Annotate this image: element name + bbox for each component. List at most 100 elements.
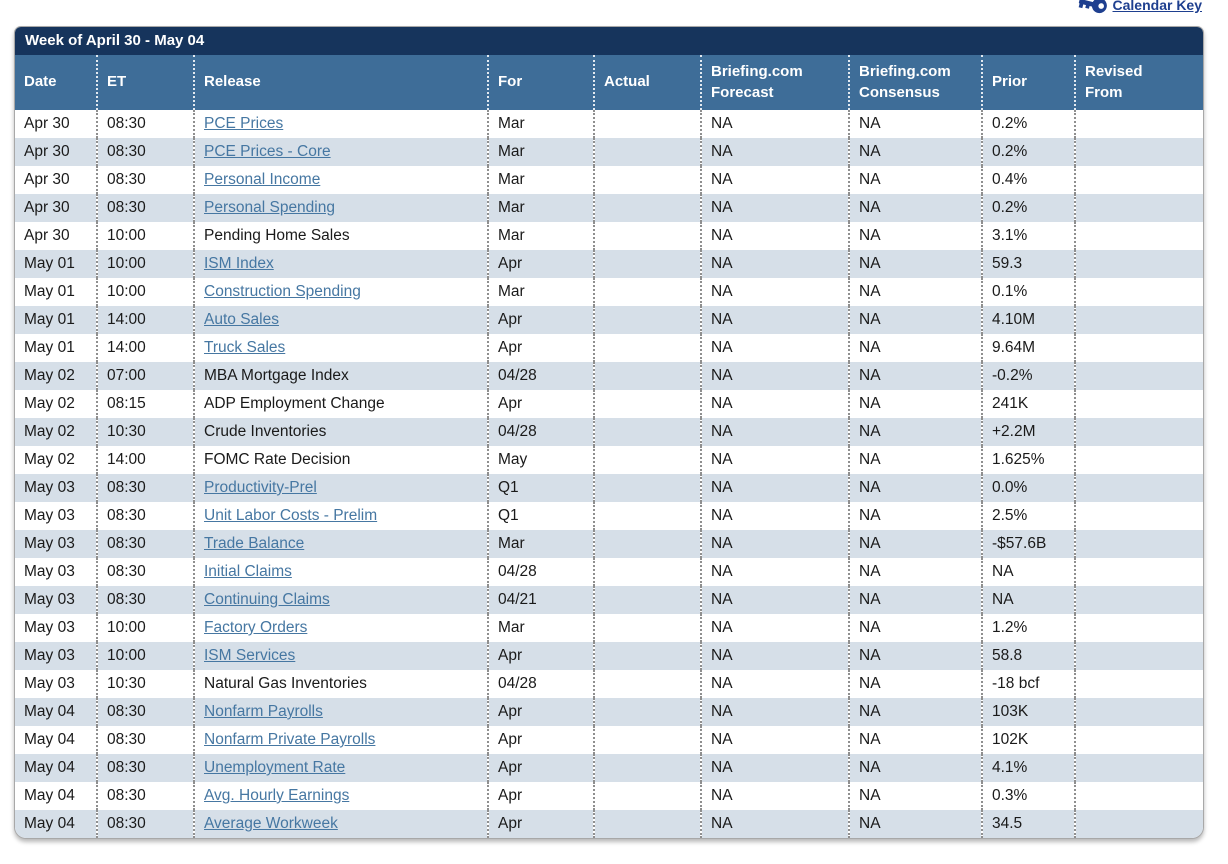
release-link[interactable]: Productivity-Prel (204, 479, 317, 496)
cell-revised (1074, 530, 1203, 558)
table-row: Apr 30 08:30 Personal Income Mar NA NA 0.4% (15, 166, 1203, 194)
cell-et: 08:30 (96, 810, 194, 838)
table-row: May 01 14:00 Truck Sales Apr NA NA 9.64M (15, 334, 1203, 362)
cell-actual (593, 726, 701, 754)
cell-release: Personal Spending (193, 194, 488, 222)
cell-et: 10:00 (96, 222, 194, 250)
cell-et: 08:15 (96, 390, 194, 418)
cell-date: May 03 (15, 474, 97, 502)
cell-actual (593, 138, 701, 166)
cell-for: Apr (487, 306, 594, 334)
cell-forecast: NA (700, 250, 849, 278)
cell-consensus: NA (848, 110, 982, 138)
release-link[interactable]: PCE Prices (204, 115, 284, 132)
cell-revised (1074, 446, 1203, 474)
cell-for: 04/28 (487, 670, 594, 698)
cell-consensus: NA (848, 446, 982, 474)
cell-consensus: NA (848, 642, 982, 670)
release-link[interactable]: Unemployment Rate (204, 759, 346, 776)
release-link[interactable]: ISM Index (204, 255, 274, 272)
cell-for: Q1 (487, 502, 594, 530)
release-link[interactable]: Construction Spending (204, 283, 361, 300)
table-row: Apr 30 08:30 PCE Prices - Core Mar NA NA 0.2% (15, 138, 1203, 166)
cell-consensus: NA (848, 530, 982, 558)
column-header-prior: Prior (981, 55, 1075, 110)
release-link[interactable]: Truck Sales (204, 339, 286, 356)
release-link[interactable]: Nonfarm Payrolls (204, 703, 323, 720)
table-row: Apr 30 08:30 PCE Prices Mar NA NA 0.2% (15, 110, 1203, 138)
cell-actual (593, 614, 701, 642)
release-link[interactable]: Nonfarm Private Payrolls (204, 731, 376, 748)
cell-forecast: NA (700, 474, 849, 502)
release-link[interactable]: Initial Claims (204, 563, 292, 580)
cell-for: Apr (487, 698, 594, 726)
table-row: May 03 10:00 Factory Orders Mar NA NA 1.2% (15, 614, 1203, 642)
cell-release: Natural Gas Inventories (193, 670, 488, 698)
cell-for: Apr (487, 726, 594, 754)
cell-et: 10:00 (96, 614, 194, 642)
release-link[interactable]: Continuing Claims (204, 591, 330, 608)
cell-release: Unemployment Rate (193, 754, 488, 782)
cell-consensus: NA (848, 362, 982, 390)
release-link[interactable]: Factory Orders (204, 619, 308, 636)
cell-for: Mar (487, 166, 594, 194)
cell-date: May 04 (15, 698, 97, 726)
cell-for: Apr (487, 334, 594, 362)
cell-forecast: NA (700, 502, 849, 530)
cell-actual (593, 250, 701, 278)
cell-prior: 0.2% (981, 110, 1075, 138)
release-link[interactable]: PCE Prices - Core (204, 143, 331, 160)
cell-revised (1074, 810, 1203, 838)
table-row: May 03 08:30 Unit Labor Costs - Prelim Q1 NA… (15, 502, 1203, 530)
cell-for: 04/28 (487, 362, 594, 390)
cell-consensus: NA (848, 334, 982, 362)
cell-actual (593, 642, 701, 670)
cell-prior: 0.4% (981, 166, 1075, 194)
release-link[interactable]: ISM Services (204, 647, 296, 664)
calendar-table-body: Apr 30 08:30 PCE Prices Mar NA NA 0.2% Apr 30 08… (15, 110, 1203, 838)
calendar-key-link[interactable]: Calendar Key (1078, 0, 1202, 15)
column-header-row: Date ET Release For Actual Briefing.com … (15, 55, 1203, 110)
release-link[interactable]: Auto Sales (204, 311, 279, 328)
key-icon (1075, 0, 1109, 18)
cell-release: Auto Sales (193, 306, 488, 334)
cell-consensus: NA (848, 754, 982, 782)
cell-forecast: NA (700, 166, 849, 194)
cell-actual (593, 586, 701, 614)
release-link[interactable]: Average Workweek (204, 815, 338, 832)
cell-prior: 0.2% (981, 194, 1075, 222)
cell-forecast: NA (700, 138, 849, 166)
cell-consensus: NA (848, 782, 982, 810)
release-link[interactable]: Personal Spending (204, 199, 335, 216)
cell-forecast: NA (700, 278, 849, 306)
cell-for: Apr (487, 782, 594, 810)
cell-actual (593, 754, 701, 782)
cell-forecast: NA (700, 418, 849, 446)
release-link[interactable]: Unit Labor Costs - Prelim (204, 507, 378, 524)
cell-forecast: NA (700, 222, 849, 250)
cell-et: 08:30 (96, 502, 194, 530)
release-link[interactable]: Trade Balance (204, 535, 305, 552)
cell-release: Continuing Claims (193, 586, 488, 614)
cell-for: Mar (487, 194, 594, 222)
cell-revised (1074, 502, 1203, 530)
cell-release: ISM Services (193, 642, 488, 670)
cell-et: 10:30 (96, 418, 194, 446)
release-link[interactable]: Personal Income (204, 171, 321, 188)
cell-actual (593, 418, 701, 446)
release-link[interactable]: Avg. Hourly Earnings (204, 787, 350, 804)
cell-consensus: NA (848, 810, 982, 838)
cell-consensus: NA (848, 194, 982, 222)
table-row: May 04 08:30 Nonfarm Private Payrolls Apr NA… (15, 726, 1203, 754)
column-header-et: ET (96, 55, 194, 110)
cell-for: Mar (487, 278, 594, 306)
cell-date: May 03 (24, 507, 75, 524)
cell-et: 08:30 (96, 558, 194, 586)
cell-release: Unit Labor Costs - Prelim (193, 502, 488, 530)
cell-release: Initial Claims (193, 558, 488, 586)
cell-for: Apr (487, 642, 594, 670)
cell-revised (1074, 222, 1203, 250)
cell-revised (1074, 390, 1203, 418)
economic-calendar: Week of April 30 - May 04 Date ET Releas… (14, 26, 1204, 839)
table-row: May 04 08:30 Unemployment Rate Apr NA NA 4.1% (15, 754, 1203, 782)
